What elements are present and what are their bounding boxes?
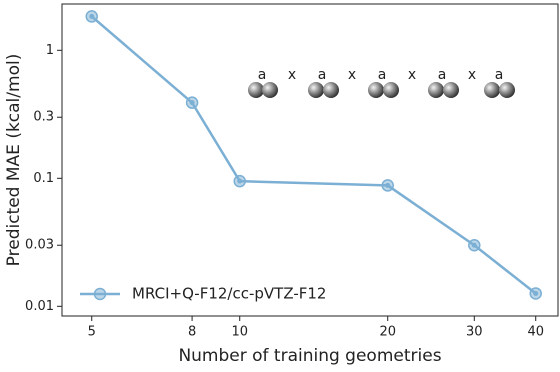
- data-point-core: [385, 182, 391, 188]
- plot-frame: [61, 3, 559, 317]
- inset-label: x: [408, 67, 416, 83]
- data-point-core: [237, 178, 243, 184]
- inset-label: a: [318, 67, 327, 83]
- data-point-core: [471, 242, 477, 248]
- y-tick-label: 0.3: [33, 110, 54, 125]
- inset-molecules: [248, 82, 515, 98]
- inset-label: x: [348, 67, 356, 83]
- x-axis-label: Number of training geometries: [178, 346, 441, 366]
- inset-label: a: [495, 67, 504, 83]
- inset-label: a: [258, 67, 267, 83]
- x-tick-label: 40: [527, 325, 544, 340]
- x-tick-label: 20: [379, 325, 396, 340]
- legend-text: MRCI+Q-F12/cc-pVTZ-F12: [132, 285, 326, 303]
- y-tick-label: 0.1: [33, 171, 54, 186]
- y-tick-label: 1: [46, 43, 54, 58]
- data-point-core: [189, 100, 195, 106]
- y-axis-label: Predicted MAE (kcal/mol): [4, 54, 24, 267]
- x-tick-label: 5: [88, 325, 96, 340]
- inset-label: x: [468, 67, 476, 83]
- legend-marker: [93, 287, 107, 301]
- series-line: [90, 15, 537, 295]
- inset-label: a: [438, 67, 447, 83]
- y-tick-label: 0.03: [25, 238, 54, 253]
- inset-label: a: [378, 67, 387, 83]
- x-tick-label: 10: [231, 325, 248, 340]
- y-tick-label: 0.01: [25, 299, 54, 314]
- data-point-core: [89, 13, 95, 19]
- inset-label: x: [288, 67, 296, 83]
- x-tick-label: 30: [466, 325, 483, 340]
- data-point-core: [533, 290, 539, 296]
- x-tick-label: 8: [188, 325, 196, 340]
